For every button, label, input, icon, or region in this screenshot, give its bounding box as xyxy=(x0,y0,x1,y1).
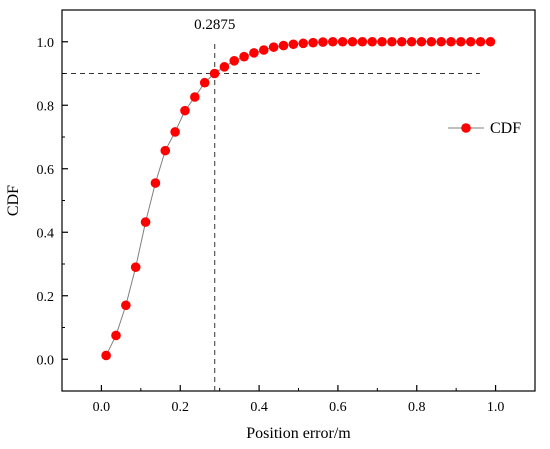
data-point xyxy=(130,262,141,272)
y-tick-label: 0.8 xyxy=(37,99,55,114)
data-point xyxy=(456,36,466,47)
data-point xyxy=(318,37,328,47)
y-axis-label: CDF xyxy=(5,185,22,216)
data-point xyxy=(298,38,309,49)
data-point xyxy=(229,56,240,66)
y-tick-label: 0.4 xyxy=(37,226,55,241)
data-point xyxy=(436,36,446,47)
data-point xyxy=(446,36,456,47)
data-point xyxy=(199,77,210,88)
series-line xyxy=(105,41,491,356)
data-point xyxy=(327,36,338,47)
data-point xyxy=(111,330,121,341)
data-point xyxy=(337,36,348,47)
data-point xyxy=(416,36,427,47)
data-point xyxy=(347,36,358,47)
reference-lines xyxy=(62,41,480,391)
data-point xyxy=(387,36,397,47)
data-point xyxy=(396,36,407,47)
legend-marker-icon xyxy=(461,123,471,133)
data-point xyxy=(426,36,437,47)
data-point xyxy=(209,68,220,79)
data-point xyxy=(121,300,131,311)
data-point xyxy=(278,40,289,51)
y-tick-label: 0.0 xyxy=(37,353,55,368)
data-point xyxy=(308,37,318,48)
data-point xyxy=(357,36,368,47)
data-point xyxy=(190,92,200,102)
data-point xyxy=(377,36,387,47)
x-axis-label: Position error/m xyxy=(246,425,351,442)
data-point xyxy=(268,42,279,52)
data-point xyxy=(465,36,476,47)
plot-frame xyxy=(61,9,536,392)
data-point xyxy=(239,51,249,62)
y-tick-label: 0.6 xyxy=(37,163,55,178)
x-tick-label: 0.6 xyxy=(329,400,347,415)
axis-ticks: 0.0 0.2 0.4 0.6 0.8 1.0 0.0 0.2 0.4 0.6 0.8 1.0 xyxy=(37,36,536,415)
data-point xyxy=(259,45,269,55)
data-point xyxy=(101,350,111,361)
data-point xyxy=(249,48,259,58)
data-point xyxy=(180,105,190,116)
data-point xyxy=(406,36,417,47)
x-tick-label: 0.4 xyxy=(250,400,268,415)
data-point xyxy=(485,36,496,47)
x-tick-label: 0.8 xyxy=(408,400,426,415)
y-tick-label: 0.2 xyxy=(37,290,55,305)
data-point xyxy=(475,36,486,47)
legend: CDF xyxy=(448,120,521,137)
data-point xyxy=(140,217,151,227)
x-tick-label: 1.0 xyxy=(487,400,505,415)
x-tick-label: 0.0 xyxy=(93,400,111,415)
data-point xyxy=(170,127,180,137)
y-tick-label: 1.0 xyxy=(37,36,55,51)
series-layer xyxy=(101,36,496,361)
data-point xyxy=(160,145,171,156)
annotation-label: 0.2875 xyxy=(194,17,235,33)
data-point xyxy=(150,178,161,188)
legend-label: CDF xyxy=(490,120,521,137)
data-point xyxy=(367,36,378,47)
x-tick-label: 0.2 xyxy=(172,400,190,415)
data-point xyxy=(219,62,230,72)
data-point xyxy=(288,39,299,50)
